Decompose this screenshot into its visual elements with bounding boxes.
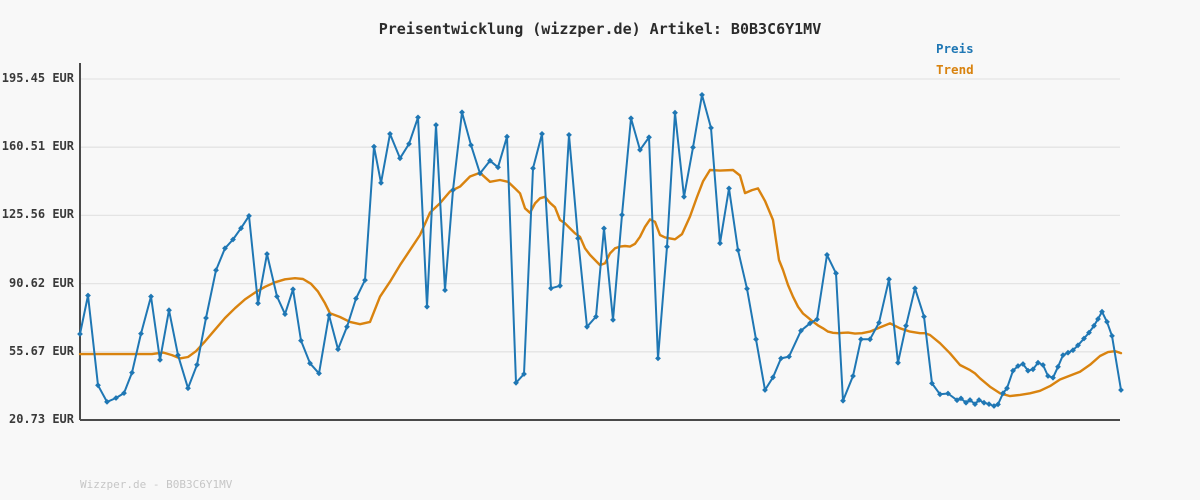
preis-markers	[77, 92, 1124, 409]
preis-line	[79, 93, 1122, 407]
chart-title: Preisentwicklung (wizzper.de) Artikel: B…	[378, 20, 822, 38]
y-tick-label: 195.45 EUR	[1, 71, 74, 85]
legend-item-preis[interactable]: Preis	[936, 41, 974, 56]
legend-item-trend[interactable]: Trend	[936, 62, 974, 77]
y-tick-label: 90.62 EUR	[8, 275, 74, 290]
trend-line	[78, 168, 1123, 398]
y-tick-label: 160.51 EUR	[1, 139, 74, 154]
y-tick-label: 55.67 EUR	[8, 343, 74, 358]
y-tick-label: 125.56 EUR	[1, 207, 74, 222]
chart-legend: Preis Trend	[936, 38, 974, 80]
y-tick-label: 20.73 EUR	[8, 412, 74, 426]
watermark: Wizzper.de - B0B3C6Y1MV	[80, 478, 233, 491]
